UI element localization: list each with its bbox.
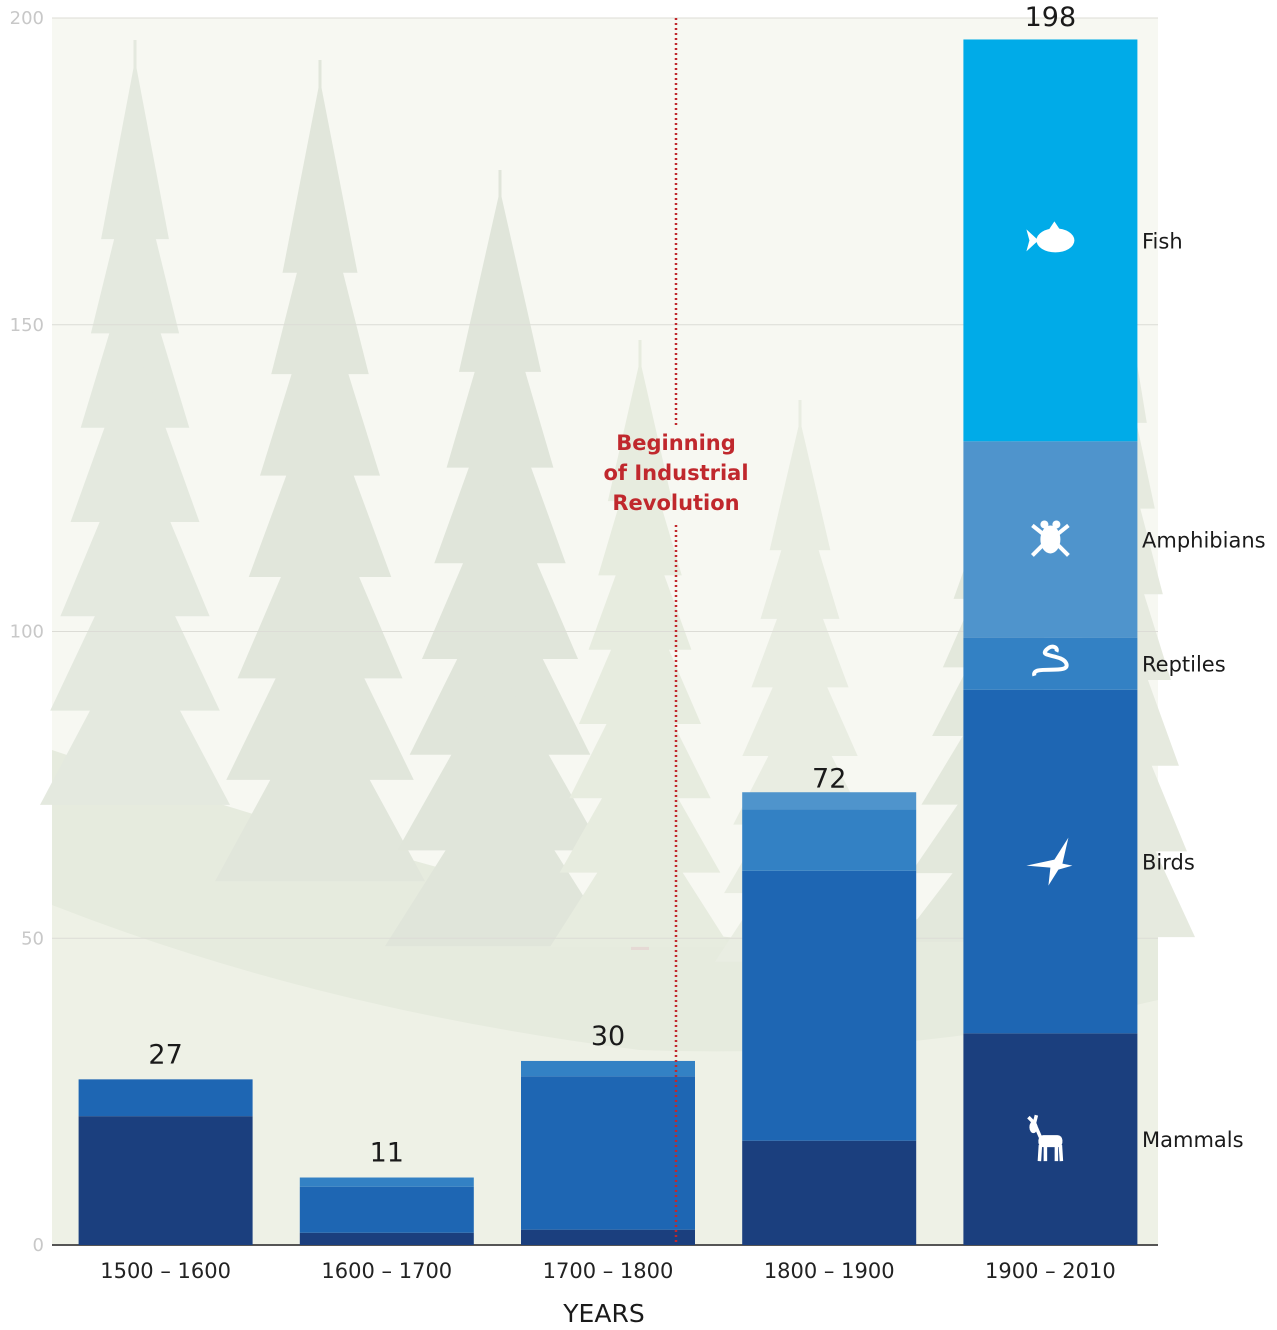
bird-shape (1026, 837, 1073, 886)
fish-fin (1048, 221, 1061, 231)
legend-label: Fish (1142, 229, 1183, 253)
bar-total-label: 72 (812, 763, 846, 794)
deer-body (1038, 1135, 1063, 1148)
fish-icon (1026, 221, 1075, 253)
snake-icon (1032, 644, 1069, 677)
legend-label: Mammals (1142, 1128, 1244, 1152)
bird-icon (1026, 837, 1073, 886)
y-tick-label: 100 (10, 622, 44, 643)
bars (78, 39, 1138, 1245)
tree (385, 170, 615, 947)
bar-total-label: 30 (591, 1021, 625, 1052)
fish-tail (1026, 229, 1039, 252)
frog-icon (1030, 520, 1070, 557)
annotation-text: Beginning (616, 431, 736, 455)
y-tick-label: 50 (21, 928, 44, 949)
tree (550, 340, 730, 950)
frog-legs (1030, 523, 1070, 557)
tree (40, 40, 230, 805)
bar-segment (299, 1177, 474, 1187)
bar-segment (299, 1232, 474, 1245)
deer-head (1029, 1121, 1038, 1134)
y-tick-label: 150 (10, 315, 44, 336)
bar-segment (521, 1229, 695, 1245)
annotation-text: Revolution (612, 491, 739, 515)
frog-eye (1040, 520, 1049, 529)
legend-label: Birds (1142, 851, 1195, 875)
bar-total-label: 11 (370, 1138, 404, 1169)
bar-segment (78, 1079, 253, 1117)
industrial-revolution-annotation: Beginning of Industrial Revolution (603, 18, 749, 1245)
bar-segment (742, 792, 917, 810)
x-tick-label: 1600 – 1700 (321, 1259, 452, 1283)
deer-icon (1027, 1114, 1064, 1162)
bar-segment (742, 1140, 917, 1245)
x-axis: 1500 – 1600 1600 – 1700 1700 – 1800 1800 – … (100, 1259, 1116, 1283)
x-tick-label: 1800 – 1900 (764, 1259, 895, 1283)
animal-icons (1026, 221, 1075, 1162)
snake-body (1032, 644, 1069, 677)
legend: Mammals Birds Reptiles Amphibians Fish (1142, 229, 1266, 1152)
deer-legs (1027, 1114, 1064, 1162)
frog-eye (1052, 520, 1061, 529)
bar-total-label: 198 (1025, 2, 1077, 33)
legend-label: Reptiles (1142, 653, 1226, 677)
annotation-text: of Industrial (603, 461, 748, 485)
bar-segment (78, 1116, 253, 1245)
frog-body (1040, 525, 1061, 554)
x-tick-label: 1500 – 1600 (100, 1259, 231, 1283)
bar-segment (742, 809, 917, 871)
x-tick-label: 1900 – 2010 (985, 1259, 1116, 1283)
bar-segment (521, 1076, 695, 1230)
bar-segment (521, 1060, 695, 1077)
tree (215, 60, 425, 882)
x-axis-title: YEARS (562, 1299, 644, 1328)
legend-label: Amphibians (1142, 528, 1266, 552)
bar-totals: 27 11 30 72 198 (148, 2, 1076, 1169)
y-tick-label: 200 (10, 8, 44, 29)
bar-segment (299, 1186, 474, 1233)
y-tick-label: 0 (33, 1235, 44, 1256)
bar-total-label: 27 (148, 1039, 182, 1070)
bar-segment (742, 870, 917, 1141)
x-tick-label: 1700 – 1800 (543, 1259, 674, 1283)
fish-body (1036, 228, 1075, 253)
